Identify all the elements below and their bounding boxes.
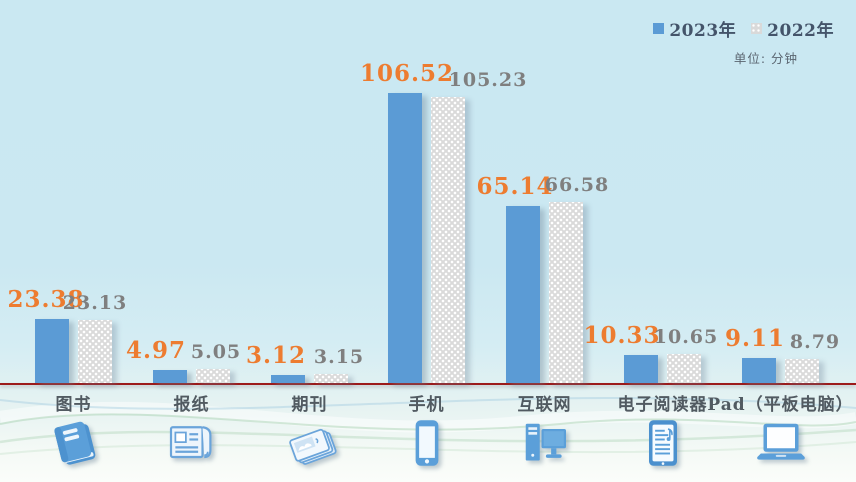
bar-2023 bbox=[388, 93, 422, 383]
x-axis-baseline bbox=[0, 383, 856, 385]
category-label: 期刊 bbox=[291, 395, 328, 415]
category-label: 图书 bbox=[55, 395, 92, 415]
value-label-2022: 8.79 bbox=[789, 331, 841, 354]
bar-2023 bbox=[624, 354, 658, 383]
bar-2022 bbox=[78, 320, 112, 383]
bar-group-pad-tablet: 9.11 8.79 Pad（平板电脑） bbox=[707, 0, 853, 460]
value-label-2022: 5.05 bbox=[190, 341, 242, 364]
value-label-2022: 3.15 bbox=[313, 346, 365, 369]
value-label-2023: 3.12 bbox=[245, 341, 307, 369]
bar-2023 bbox=[35, 319, 69, 383]
value-label-2023: 4.97 bbox=[125, 336, 187, 364]
legend-swatch-2023-icon bbox=[653, 23, 665, 34]
bar-2022 bbox=[785, 359, 819, 383]
bar-group-books: 23.38 23.13 图书 bbox=[7, 0, 126, 465]
bar-2022 bbox=[431, 96, 465, 383]
legend-label-2023: 2023年 bbox=[669, 21, 737, 41]
bar-2022 bbox=[196, 369, 230, 383]
magazine-icon bbox=[282, 414, 338, 472]
bar-2023 bbox=[153, 369, 187, 383]
value-label-2023: 9.11 bbox=[724, 325, 786, 353]
category-label: 电子阅读器 bbox=[617, 395, 708, 415]
bar-2022 bbox=[667, 354, 701, 383]
value-label-2023: 10.33 bbox=[583, 321, 661, 349]
value-label-2022: 66.58 bbox=[544, 173, 610, 196]
value-label-2023: 65.14 bbox=[476, 172, 554, 200]
bar-group-newspapers: 4.97 5.05 报纸 bbox=[126, 0, 240, 459]
bar-2022 bbox=[314, 374, 348, 383]
bar-group-ereader: 10.33 10.65 电子阅读器 bbox=[583, 0, 717, 466]
value-label-2023: 23.38 bbox=[7, 286, 85, 314]
legend-swatch-2022-icon bbox=[751, 23, 763, 34]
bar-2023 bbox=[506, 205, 540, 383]
legend: 2023年 2022年 bbox=[653, 16, 834, 41]
bar-group-internet: 65.14 66.58 互联网 bbox=[476, 0, 608, 461]
bar-2023 bbox=[271, 374, 305, 383]
book-icon bbox=[46, 414, 102, 472]
category-label: 报纸 bbox=[173, 395, 210, 415]
desktop-computer-icon bbox=[517, 414, 573, 472]
legend-item-2023: 2023年 bbox=[653, 16, 736, 41]
bar-group-mobile-phone: 106.52 105.23 手机 bbox=[360, 0, 526, 466]
smartphone-icon bbox=[399, 414, 455, 472]
bar-group-periodicals: 3.12 3.15 期刊 bbox=[246, 0, 363, 465]
legend-label-2022: 2022年 bbox=[767, 21, 834, 41]
value-label-2022: 105.23 bbox=[448, 68, 528, 91]
value-label-2022: 10.65 bbox=[653, 326, 719, 348]
category-label: Pad（平板电脑） bbox=[707, 395, 854, 415]
ereader-icon bbox=[635, 414, 691, 472]
value-label-2023: 106.52 bbox=[359, 60, 455, 87]
bar-2022 bbox=[549, 201, 583, 383]
category-label: 互联网 bbox=[517, 395, 572, 415]
bar-2023 bbox=[742, 358, 776, 383]
category-label: 手机 bbox=[408, 395, 445, 415]
newspaper-icon bbox=[164, 414, 220, 472]
value-label-2022: 23.13 bbox=[62, 292, 128, 314]
unit-label: 单位: 分钟 bbox=[733, 51, 798, 66]
legend-item-2022: 2022年 bbox=[751, 16, 834, 41]
laptop-icon bbox=[753, 414, 809, 472]
